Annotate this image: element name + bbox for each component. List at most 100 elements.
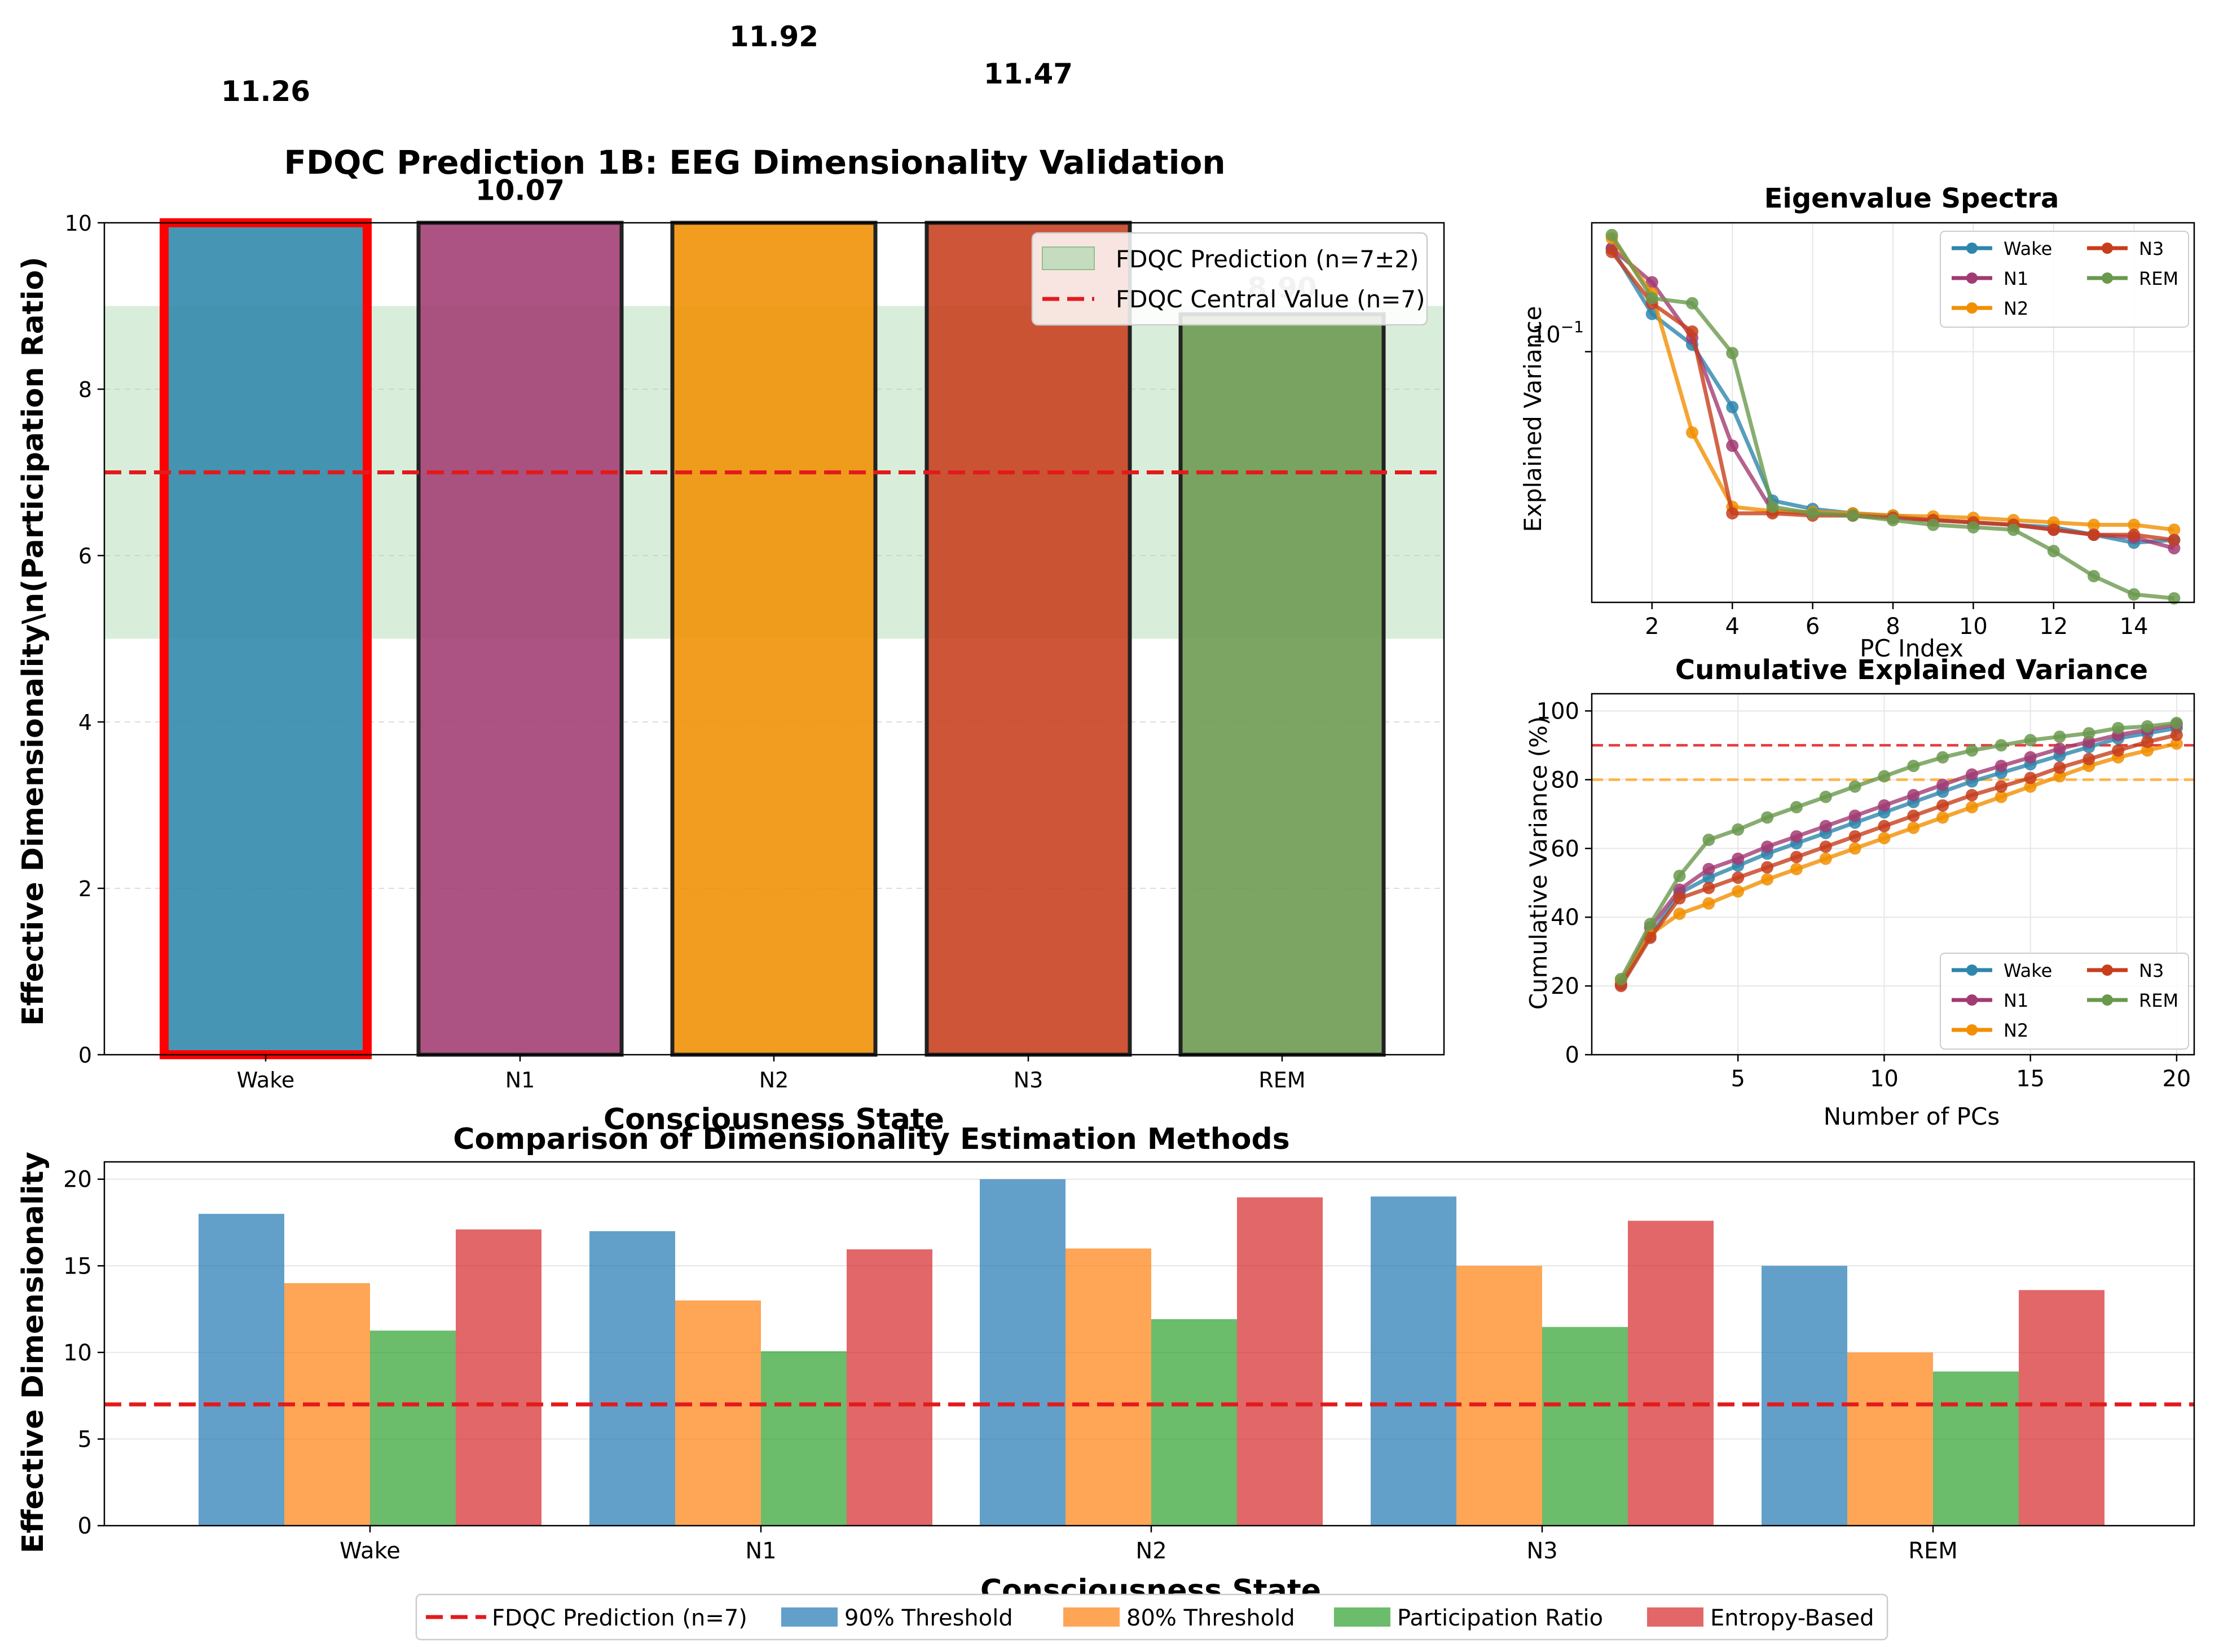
bar-n2 [670, 221, 878, 1057]
bar-n1-90-threshold [589, 1231, 675, 1526]
legend-label: REM [2139, 990, 2178, 1011]
legend-swatch [1647, 1607, 1703, 1627]
x-tick-label: 20 [2162, 1066, 2191, 1092]
data-point [1766, 500, 1779, 513]
y-tick-label: 10 [65, 211, 92, 236]
data-point [2141, 720, 2154, 733]
y-tick-label: 5 [78, 1426, 92, 1452]
legend-label: N2 [2004, 298, 2028, 319]
data-point [1878, 832, 1891, 844]
legend-marker [2102, 994, 2113, 1006]
legend-label-line: FDQC Central Value (n=7) [1116, 285, 1425, 313]
bar-n2-80-threshold [1066, 1248, 1151, 1526]
value-label: 11.92 [729, 20, 818, 53]
data-point [1887, 514, 1899, 527]
data-point [2047, 523, 2060, 536]
bar-wake-entropy-based [456, 1229, 541, 1526]
data-point [1686, 426, 1698, 439]
y-axis-label: Effective Dimensionality\n(Participation… [16, 257, 50, 1026]
legend-label: Participation Ratio [1397, 1605, 1603, 1631]
data-point [1878, 770, 1891, 783]
eigenvalue-spectra-chart: 2 4 6 8 10 12 14 10−1 Eigenvalue Spectra PC In… [1519, 183, 2195, 662]
legend-label: Entropy-Based [1710, 1605, 1874, 1631]
y-tick-label: 20 [1551, 973, 1579, 999]
data-point [1790, 801, 1803, 814]
bar-n2-entropy-based [1237, 1197, 1323, 1526]
data-point [1732, 871, 1745, 884]
data-point [1605, 228, 1618, 241]
data-point [1878, 820, 1891, 832]
data-point [2088, 518, 2100, 531]
legend-marker [2102, 964, 2113, 976]
data-point [1761, 873, 1774, 886]
bar-n1-participation-ratio [761, 1351, 847, 1526]
x-tick-label: 8 [1886, 614, 1900, 640]
x-tick-label: N2 [1135, 1538, 1166, 1564]
x-axis-label: Consciousness State [604, 1103, 944, 1136]
series-rem [1605, 228, 2181, 605]
data-point [2047, 545, 2060, 558]
data-point [1995, 739, 2007, 752]
data-point [1732, 885, 1745, 898]
data-point [1790, 830, 1803, 843]
data-point [1907, 821, 1920, 834]
legend-label: 90% Threshold [844, 1605, 1013, 1631]
data-point [2082, 752, 2095, 765]
data-point [1686, 325, 1698, 338]
legend-label: REM [2139, 268, 2178, 289]
data-point [1732, 823, 1745, 836]
data-point [1936, 799, 1949, 812]
y-tick-label: 2 [78, 876, 92, 901]
x-tick-label: Wake [340, 1538, 400, 1564]
data-point [1761, 811, 1774, 824]
data-point [2141, 735, 2154, 748]
y-tick-label: 10−1 [1532, 318, 1584, 348]
x-tick-label: N3 [1014, 1068, 1044, 1092]
data-point [1673, 892, 1686, 905]
data-point [1819, 820, 1832, 832]
y-axis-label: Effective Dimensionality [16, 1152, 50, 1553]
bar-rem [1178, 312, 1386, 1057]
data-point [1790, 851, 1803, 864]
y-tick-label: 10 [63, 1340, 92, 1366]
y-tick-label: 0 [1565, 1042, 1579, 1068]
bar-wake-90-threshold [199, 1214, 284, 1526]
data-point [1907, 809, 1920, 822]
data-point [2128, 518, 2141, 531]
bar-n3-entropy-based [1628, 1221, 1714, 1526]
data-point [1806, 507, 1819, 520]
legend-marker [1966, 1024, 1978, 1036]
data-point [2168, 534, 2181, 547]
data-point [1995, 790, 2007, 803]
data-point [1702, 897, 1715, 910]
data-point [1645, 292, 1658, 305]
legend-label: FDQC Prediction (n=7) [492, 1605, 747, 1631]
data-point [1726, 400, 1739, 413]
data-point [1702, 871, 1715, 884]
legend: Wake N1 N2 N3 REM [1940, 953, 2189, 1050]
data-point [1673, 908, 1686, 920]
data-point [1848, 809, 1861, 822]
legend-swatch-band [1042, 246, 1095, 270]
legend-swatch [1063, 1607, 1120, 1627]
data-point [1726, 439, 1739, 452]
series-n2 [1614, 737, 2183, 987]
chart-title: Comparison of Dimensionality Estimation … [453, 1122, 1289, 1156]
bar-rem-80-threshold [1847, 1352, 1933, 1526]
legend-marker [1966, 243, 1978, 254]
data-point [1819, 840, 1832, 853]
data-point [1846, 509, 1859, 522]
legend: FDQC Prediction (n=7) 90% Threshold 80% Th… [415, 1593, 1888, 1641]
data-point [2128, 528, 2141, 541]
y-tick-label: 0 [78, 1513, 92, 1539]
data-point [1614, 972, 1627, 985]
data-point [2024, 734, 2037, 747]
data-point [2141, 744, 2154, 757]
data-point [1848, 830, 1861, 843]
x-tick-label: 14 [2120, 614, 2148, 640]
bar-rem-90-threshold [1762, 1266, 1847, 1526]
data-point [1967, 521, 1980, 534]
data-point [1995, 760, 2007, 772]
x-tick-label: 15 [2016, 1066, 2045, 1092]
